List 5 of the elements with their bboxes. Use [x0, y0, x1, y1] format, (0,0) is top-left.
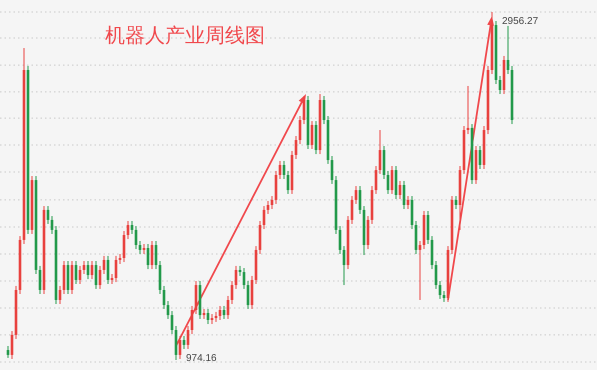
candlestick	[466, 86, 470, 134]
candlestick	[418, 240, 422, 300]
text: 机器人产业周线图	[105, 25, 265, 47]
annotation: 2956.27	[502, 16, 539, 27]
annotation: 974.16	[186, 353, 218, 364]
